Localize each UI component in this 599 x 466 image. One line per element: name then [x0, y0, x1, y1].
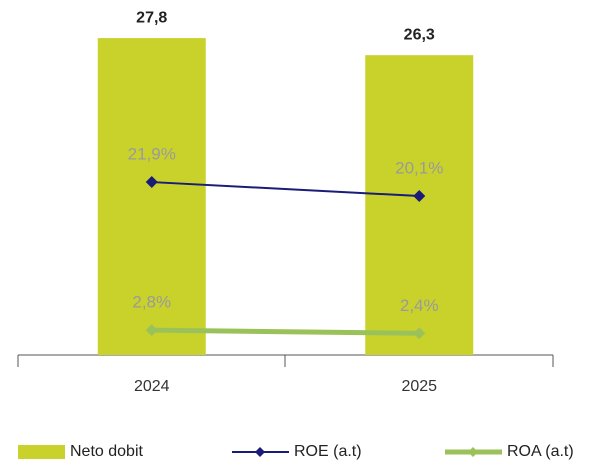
legend-label: ROA (a.t) — [507, 443, 574, 460]
data-label: 21,9% — [128, 145, 176, 164]
bar — [365, 55, 474, 356]
line — [151, 181, 420, 198]
data-label: 20,1% — [395, 159, 443, 178]
x-tick-label: 2024 — [134, 378, 170, 395]
legend-swatch — [18, 445, 65, 459]
legend-marker — [468, 447, 478, 457]
legend-marker — [255, 447, 265, 457]
line-marker — [145, 176, 158, 189]
x-tick-label: 2025 — [401, 378, 437, 395]
data-label: 2,4% — [400, 296, 439, 315]
line-marker — [413, 190, 426, 203]
line-marker — [413, 327, 426, 340]
legend-label: ROE (a.t) — [294, 443, 362, 460]
line — [151, 327, 420, 336]
legend-label: Neto dobit — [70, 443, 143, 460]
bar — [97, 38, 206, 356]
data-label: 27,8 — [136, 9, 167, 26]
data-label: 26,3 — [404, 26, 435, 43]
line-marker — [145, 324, 158, 337]
data-label: 2,8% — [132, 293, 171, 312]
